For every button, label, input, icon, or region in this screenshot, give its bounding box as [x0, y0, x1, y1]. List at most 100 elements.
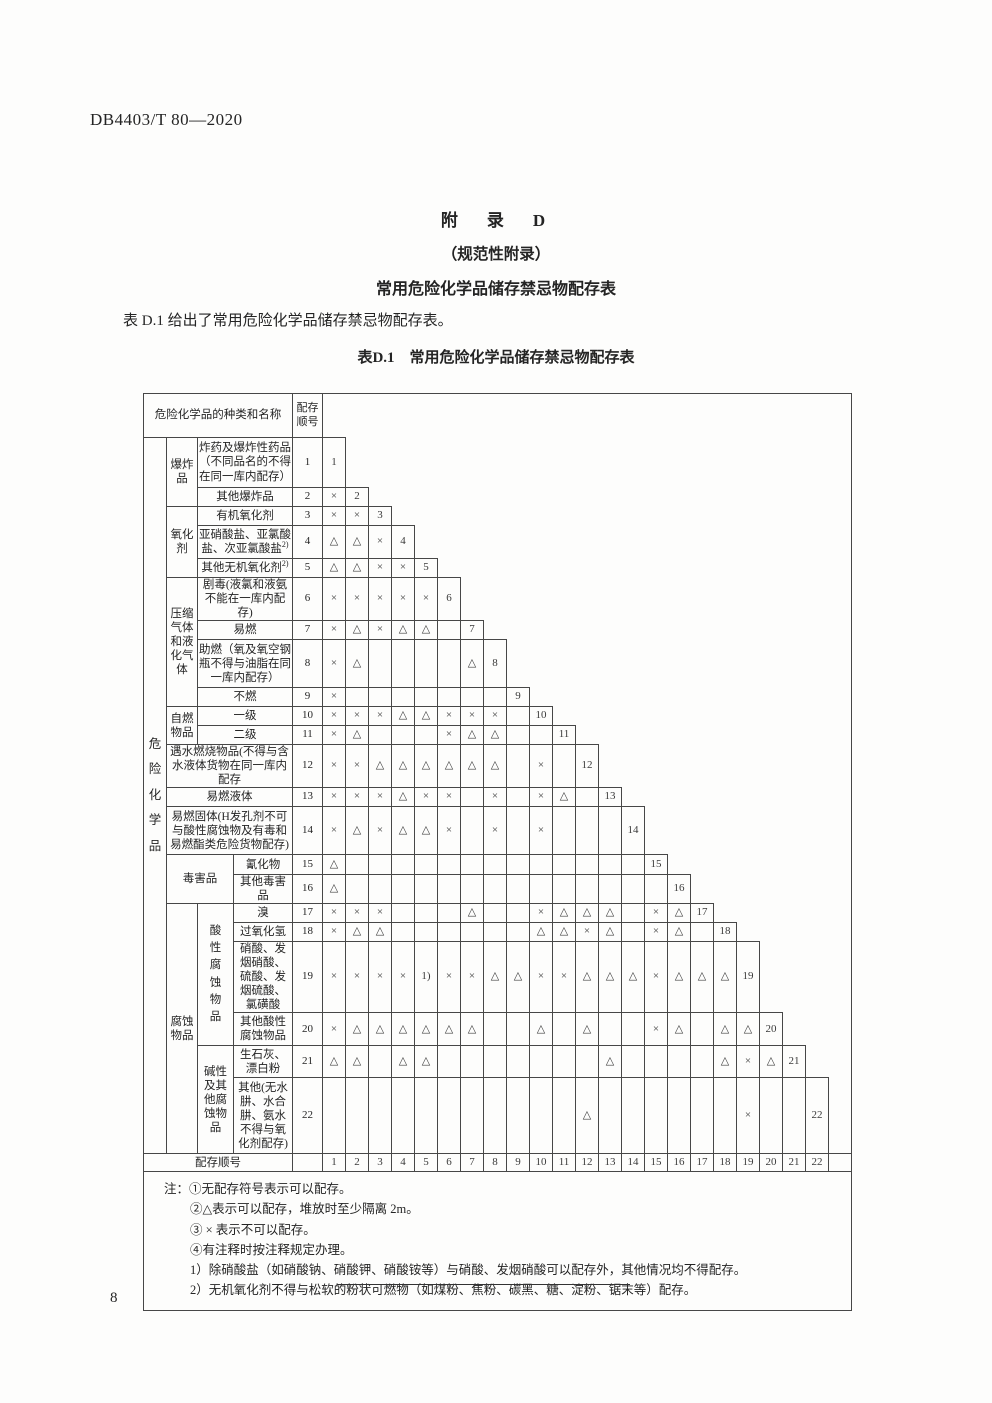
matrix-cell — [621, 1012, 645, 1047]
group-label: 压缩气体和液化气体 — [166, 576, 198, 708]
footer-seq: 6 — [437, 1153, 461, 1173]
matrix-cell — [437, 854, 461, 876]
matrix-cell — [575, 787, 599, 808]
row-seq: 11 — [292, 725, 323, 746]
matrix-cell — [713, 1077, 737, 1155]
matrix-cell: × — [322, 620, 346, 641]
matrix-cell — [598, 1012, 622, 1047]
matrix-cell: × — [736, 1045, 760, 1079]
spacer — [645, 807, 852, 855]
matrix-cell — [506, 1077, 530, 1155]
matrix-cell — [667, 1077, 691, 1155]
matrix-cell — [621, 1077, 645, 1155]
matrix-cell: △ — [529, 1012, 553, 1047]
row-name: 有机氧化剂 — [197, 506, 293, 526]
matrix-cell — [414, 854, 438, 876]
matrix-cell: △ — [322, 525, 346, 559]
matrix-cell — [506, 744, 530, 789]
matrix-cell — [621, 854, 645, 876]
spacer — [599, 745, 852, 788]
row-name: 硝酸、发烟硝酸、硫酸、发烟硫酸、氯磺酸 — [233, 941, 293, 1014]
spacer — [461, 578, 852, 621]
footer-seq: 4 — [391, 1153, 415, 1173]
diagonal-cell: 7 — [460, 620, 484, 641]
matrix-cell: △ — [575, 1077, 599, 1155]
matrix-cell — [391, 725, 415, 746]
matrix-cell: △ — [598, 922, 622, 943]
footer-seq: 17 — [690, 1153, 714, 1173]
diagonal-cell: 1 — [322, 437, 346, 488]
matrix-cell — [552, 1012, 576, 1047]
spacer — [691, 875, 852, 904]
diagonal-cell: 11 — [552, 725, 576, 746]
spacer — [530, 688, 852, 707]
matrix-cell: × — [644, 1012, 668, 1047]
matrix-cell: △ — [483, 941, 507, 1014]
matrix-cell — [460, 854, 484, 876]
matrix-cell: △ — [391, 744, 415, 789]
row-seq: 6 — [292, 576, 323, 622]
spacer — [323, 394, 852, 438]
matrix-cell: × — [322, 922, 346, 943]
matrix-cell — [575, 806, 599, 856]
matrix-cell: △ — [345, 806, 369, 856]
matrix-cell: △ — [575, 941, 599, 1014]
matrix-cell: △ — [667, 1012, 691, 1047]
footer-seq: 20 — [759, 1153, 783, 1173]
row-name: 遇水燃烧物品(不得与含水液体货物在同一库内配存 — [166, 744, 293, 789]
row-seq: 1 — [292, 437, 323, 488]
matrix-cell: × — [391, 558, 415, 578]
matrix-cell: × — [736, 1077, 760, 1155]
matrix-cell: × — [437, 806, 461, 856]
matrix-cell — [506, 903, 530, 924]
matrix-cell: △ — [391, 1012, 415, 1047]
diagonal-cell: 3 — [368, 506, 392, 526]
matrix-cell — [460, 1077, 484, 1155]
spacer — [507, 640, 852, 688]
footer-seq: 1 — [322, 1153, 346, 1173]
matrix-cell: × — [368, 576, 392, 622]
matrix-cell: △ — [759, 1045, 783, 1079]
matrix-cell — [414, 639, 438, 689]
diagonal-cell: 10 — [529, 706, 553, 727]
matrix-cell: △ — [391, 787, 415, 808]
matrix-cell — [460, 874, 484, 905]
spacer — [829, 1078, 852, 1154]
footer-label: 配存顺号 — [143, 1153, 293, 1173]
matrix-cell — [483, 687, 507, 708]
spacer — [415, 526, 852, 559]
matrix-cell — [644, 1077, 668, 1155]
matrix-cell: × — [552, 941, 576, 1014]
matrix-cell — [368, 854, 392, 876]
matrix-cell — [437, 922, 461, 943]
matrix-cell — [391, 922, 415, 943]
matrix-cell: △ — [483, 744, 507, 789]
category-label: 危险化学品 — [143, 436, 167, 1155]
matrix-cell — [345, 874, 369, 905]
matrix-cell: × — [529, 787, 553, 808]
diagonal-cell: 8 — [483, 639, 507, 689]
spacer — [760, 942, 852, 1013]
footer-blank — [827, 1153, 853, 1173]
spacer — [369, 488, 852, 507]
footer-seq: 16 — [667, 1153, 691, 1173]
row-seq: 17 — [292, 903, 323, 924]
row-name: 助燃（氧及氧空钢瓶不得与油脂在同一库内配存） — [197, 639, 293, 689]
matrix-cell: △ — [414, 1012, 438, 1047]
matrix-cell — [414, 725, 438, 746]
note-line: ②△表示可以配存，堆放时至少隔离 2m。 — [190, 1202, 419, 1217]
matrix-cell: × — [322, 487, 346, 507]
matrix-cell — [598, 806, 622, 856]
row-name: 不燃 — [197, 687, 293, 708]
matrix-cell — [391, 1077, 415, 1155]
spacer — [737, 923, 852, 942]
matrix-cell: × — [644, 941, 668, 1014]
spacer — [714, 904, 852, 923]
matrix-cell: △ — [391, 1045, 415, 1079]
matrix-cell: △ — [368, 1012, 392, 1047]
footer-seq: 8 — [483, 1153, 507, 1173]
matrix-cell: △ — [690, 941, 714, 1014]
row-seq: 2 — [292, 487, 323, 507]
matrix-cell — [391, 874, 415, 905]
matrix-cell: × — [322, 806, 346, 856]
